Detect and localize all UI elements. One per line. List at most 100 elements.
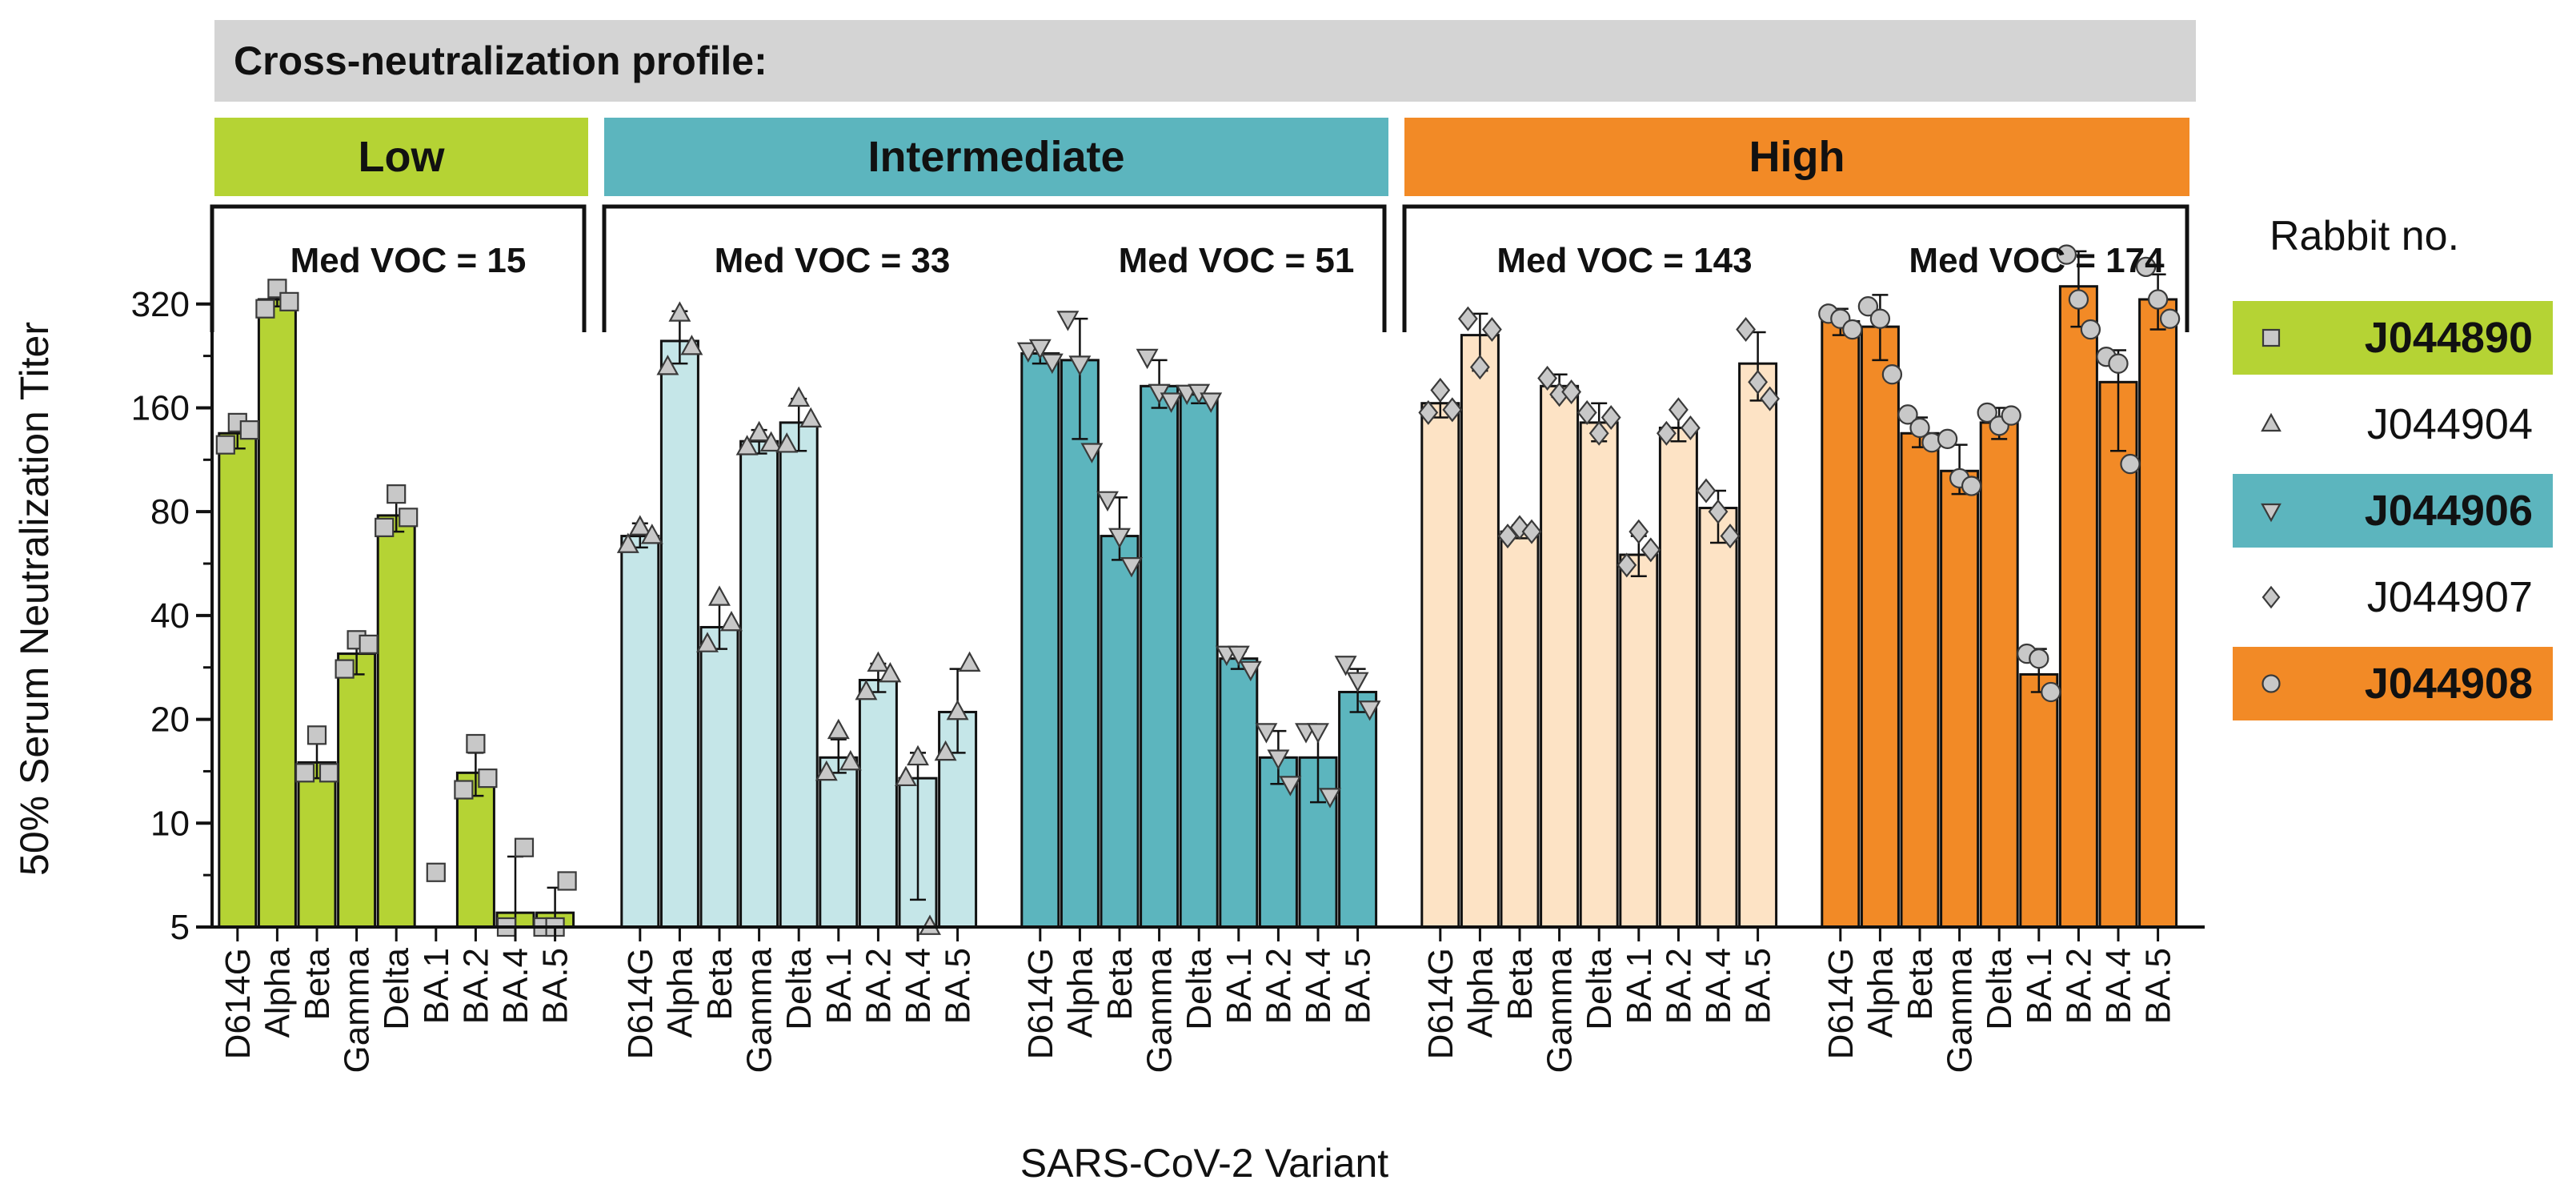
point-j044904-ba5: [946, 699, 969, 720]
legend-label-j044907: J044907: [2367, 573, 2533, 621]
bar-j044907-d614g: [1420, 402, 1460, 929]
point-j044904-ba2: [879, 661, 902, 683]
x-tick-label: Delta: [779, 947, 819, 1029]
legend-highlight-j044908: [2233, 647, 2553, 720]
x-tick-label: D614G: [1021, 948, 1060, 1059]
point-j044908-alpha: [1869, 308, 1891, 329]
point-j044908-beta: [1897, 404, 1918, 425]
point-j044908-ba5: [2135, 256, 2157, 278]
point-j044906-ba5: [1334, 656, 1357, 676]
point-j044904-d614g: [616, 532, 639, 553]
point-j044908-ba1: [2029, 648, 2049, 669]
point-j044908-ba1: [2041, 681, 2061, 703]
point-j044904-delta: [787, 386, 811, 407]
point-j044904-ba2: [855, 679, 878, 700]
point-j044890-alpha: [255, 299, 275, 319]
bar-j044890-gamma: [337, 652, 377, 929]
point-j044904-gamma: [735, 435, 759, 456]
bar-j044906-ba5: [1338, 690, 1378, 929]
point-j044907-beta: [1497, 524, 1518, 549]
legend-marker-circle-icon: [2262, 674, 2281, 693]
point-j044906-ba5: [1358, 700, 1381, 721]
point-j044908-ba5: [2159, 308, 2181, 329]
profile-band-intermediate: [604, 118, 1388, 196]
med-voc-label-j044906: Med VOC = 51: [1119, 241, 1355, 280]
point-j044904-alpha: [656, 355, 679, 375]
bar-j044907-alpha: [1460, 334, 1500, 929]
point-j044890-beta: [318, 763, 339, 783]
y-tick-label: 160: [131, 388, 190, 427]
point-j044906-ba2: [1267, 749, 1290, 770]
profile-header-band: [214, 20, 2196, 102]
bar-j044906-ba1: [1219, 657, 1259, 929]
profile-bracket-high: [1402, 204, 2189, 332]
x-tick-label: BA.5: [2139, 948, 2178, 1024]
point-j044907-ba4: [1708, 499, 1729, 524]
x-tick-label: BA.2: [456, 948, 495, 1024]
med-voc-label-j044904: Med VOC = 33: [715, 241, 951, 280]
point-j044906-ba2: [1279, 776, 1302, 797]
bar-j044907-ba1: [1619, 553, 1659, 929]
legend-label-j044890: J044890: [2365, 314, 2533, 362]
bar-j044908-ba2: [2058, 285, 2098, 929]
point-j044908-alpha: [1881, 364, 1903, 385]
legend-highlight-j044890: [2233, 301, 2553, 375]
point-j044890-gamma: [335, 659, 355, 679]
profile-label-low: Low: [359, 133, 446, 181]
legend-label-j044906: J044906: [2365, 487, 2533, 535]
bar-j044890-delta: [376, 514, 416, 929]
bar-j044904-beta: [699, 625, 739, 929]
profile-bracket-intermediate: [602, 204, 1387, 332]
x-tick-label: BA.5: [1339, 948, 1378, 1024]
bar-j044906-d614g: [1020, 352, 1060, 929]
x-tick-label: BA.4: [899, 948, 938, 1024]
y-tick-label: 40: [150, 596, 190, 636]
point-j044908-ba4: [2108, 353, 2129, 374]
bar-j044908-alpha: [1860, 325, 1900, 929]
bar-j044908-d614g: [1821, 319, 1861, 929]
bar-j044890-d614g: [218, 431, 258, 929]
x-tick-label: BA.4: [2099, 948, 2138, 1024]
x-tick-label: BA.1: [1620, 948, 1659, 1024]
point-j044908-delta: [2001, 405, 2021, 426]
point-j044904-beta: [696, 632, 719, 652]
x-tick-label: BA.1: [819, 948, 859, 1024]
point-j044904-delta: [799, 407, 823, 427]
point-j044907-ba4: [1696, 478, 1717, 504]
point-j044906-ba1: [1239, 660, 1262, 682]
point-j044890-delta: [387, 484, 407, 504]
point-j044908-d614g: [1842, 319, 1863, 340]
med-voc-label-j044907: Med VOC = 143: [1496, 241, 1752, 280]
legend-marker-triangle-down-icon: [2261, 503, 2282, 523]
bar-j044906-delta: [1179, 393, 1219, 929]
point-j044904-ba4: [919, 914, 941, 935]
point-j044904-ba1: [827, 718, 850, 740]
x-tick-label: Alpha: [660, 947, 699, 1037]
profile-label-high: High: [1749, 133, 1845, 181]
legend-title: Rabbit no.: [2270, 213, 2459, 259]
bar-j044908-beta: [1900, 431, 1940, 929]
med-voc-label-j044890: Med VOC = 15: [290, 241, 527, 280]
y-tick-label: 80: [150, 492, 190, 532]
point-j044907-ba5: [1760, 386, 1781, 411]
point-j044907-alpha: [1457, 306, 1478, 331]
bar-j044907-ba2: [1658, 426, 1698, 929]
x-tick-label: BA.1: [1220, 948, 1259, 1024]
point-j044906-ba4: [1307, 723, 1329, 744]
y-axis-title: 50% Serum Neutralization Titer: [12, 322, 57, 876]
point-j044907-ba4: [1720, 524, 1741, 549]
bar-j044908-gamma: [1940, 469, 1980, 929]
x-tick-label: D614G: [218, 948, 258, 1059]
bar-j044904-gamma: [739, 439, 779, 929]
x-tick-label: BA.5: [536, 948, 575, 1024]
point-j044908-ba2: [2056, 244, 2077, 265]
x-tick-label: Alpha: [1060, 947, 1100, 1037]
point-j044908-ba2: [2080, 319, 2101, 340]
point-j044907-ba5: [1748, 369, 1769, 395]
point-j044907-delta: [1600, 405, 1621, 431]
x-tick-label: Gamma: [338, 947, 377, 1073]
bars-layer: [218, 285, 2178, 929]
point-j044890-ba2: [478, 769, 498, 789]
